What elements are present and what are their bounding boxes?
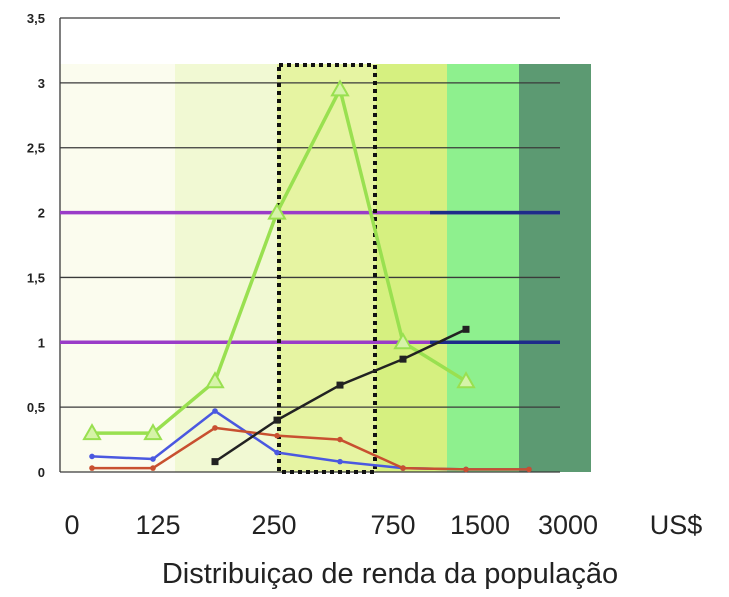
series-0 (82, 79, 476, 441)
series-0-point-3 (267, 202, 287, 220)
reference-lines (60, 210, 560, 345)
series-0-point-1 (143, 423, 163, 441)
series-2-point-1 (150, 465, 156, 471)
income-band-750 (376, 64, 447, 472)
series-2 (89, 425, 532, 473)
x-tick-label: 250 (251, 510, 296, 540)
series-2-point-7 (526, 466, 532, 473)
x-tick-labels: 0 125 250 750 1500 3000 US$ (64, 510, 702, 540)
series-3-point-0 (211, 458, 219, 466)
y-tick-label: 1 (38, 335, 45, 350)
series-3-point-3 (399, 355, 407, 363)
x-tick-label: 0 (64, 510, 79, 540)
series-1-point-1 (150, 456, 156, 462)
series-2-point-5 (400, 465, 406, 471)
series-2-point-4 (337, 436, 343, 443)
y-tick-label: 2,5 (27, 141, 45, 156)
y-tick-label: 1,5 (27, 270, 45, 285)
series-0-point-6 (456, 371, 476, 389)
series-3-point-1 (273, 416, 281, 424)
series-2-point-6 (463, 466, 469, 473)
series-3-point-2 (336, 381, 344, 389)
series-0-point-0 (82, 423, 102, 441)
x-tick-label: 125 (135, 510, 180, 540)
y-tick-label: 3,5 (27, 11, 45, 26)
y-tick-label: 0 (38, 465, 45, 480)
series-1-point-0 (89, 453, 95, 460)
series-0-point-2 (205, 371, 225, 389)
x-axis-label: Distribuiçao de renda da população (162, 558, 618, 590)
y-tick-label: 2 (38, 206, 45, 221)
x-tick-label: 750 (370, 510, 415, 540)
series-layer (82, 79, 532, 473)
series-2-line (92, 426, 529, 471)
y-tick-labels: 0 0,5 1 1,5 2 2,5 3 3,5 (27, 11, 45, 480)
x-tick-label: 3000 (538, 510, 598, 540)
income-band-125 (175, 64, 277, 472)
series-1-point-4 (337, 458, 343, 465)
series-3-point-4 (462, 325, 470, 333)
income-band-3000 (519, 64, 591, 472)
series-0-point-4 (330, 79, 350, 97)
y-tick-label: 3 (38, 76, 45, 91)
x-tick-label: 1500 (450, 510, 510, 540)
series-2-point-3 (274, 432, 280, 439)
x-tick-label: US$ (650, 510, 703, 540)
series-3 (211, 325, 470, 466)
series-0-point-5 (393, 332, 413, 350)
income-bands (60, 64, 591, 472)
series-2-point-2 (212, 425, 218, 431)
series-1-point-2 (212, 408, 218, 414)
income-band-250 (277, 64, 376, 472)
y-tick-label: 0,5 (27, 400, 45, 415)
highlight-box (277, 63, 377, 474)
highlight-box-layer (277, 63, 377, 474)
income-band-0 (60, 64, 175, 472)
series-1-point-3 (274, 449, 280, 456)
series-2-point-0 (89, 465, 95, 471)
income-band-1500 (447, 64, 519, 472)
